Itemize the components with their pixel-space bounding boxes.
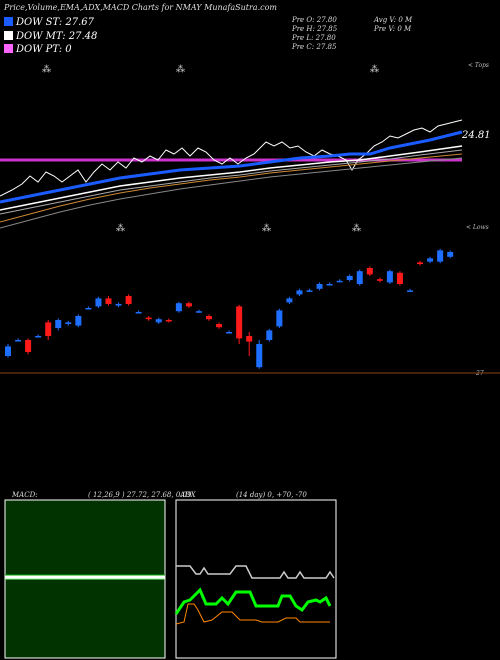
prev-open: Pre O: 27.80 — [292, 16, 337, 24]
candle-body — [256, 344, 263, 368]
candle-body — [306, 290, 313, 292]
tops-label: < Tops — [468, 62, 490, 69]
candle-body — [366, 268, 373, 275]
candle-body — [55, 320, 62, 328]
candle-body — [105, 298, 112, 304]
candle-body — [326, 284, 333, 286]
ema-mid-line — [0, 145, 463, 211]
prev-low: Pre L: 27.80 — [292, 34, 336, 42]
prev-close: Pre C: 27.85 — [292, 43, 337, 51]
candle-body — [346, 276, 353, 280]
ema-mid-line-2 — [0, 149, 463, 215]
candle-body — [145, 317, 152, 320]
candle-body — [286, 298, 293, 303]
legend-swatch-st — [4, 17, 13, 26]
lows-marker-1: ⁂ — [116, 223, 125, 234]
candle-series — [5, 248, 454, 369]
adx-line — [176, 565, 335, 579]
ema-value-label: 24.81 — [462, 130, 491, 141]
candle-body — [417, 262, 424, 264]
tops-marker-3: ⁂ — [370, 64, 379, 75]
candle-body — [386, 271, 393, 283]
candle-body — [95, 298, 102, 307]
adx-label: ADX — [180, 491, 196, 499]
di-minus-line — [175, 603, 330, 625]
legend-dow-mt-label: DOW MT: 27.48 — [16, 31, 98, 42]
candle-body — [125, 296, 132, 304]
adx-values: (14 day) 0, +70, -70 — [236, 491, 307, 499]
ema-short-line — [0, 130, 463, 204]
candle-body — [427, 258, 434, 262]
candle-body — [356, 271, 363, 284]
legend-dow-st-label: DOW ST: 27.67 — [16, 17, 95, 28]
candle-body — [35, 336, 42, 338]
tops-marker-2: ⁂ — [176, 64, 185, 75]
candle-body — [65, 322, 72, 324]
candle-body — [296, 290, 303, 295]
candle-body — [236, 306, 243, 339]
di-plus-line — [174, 587, 332, 615]
macd-values: ( 12,26,9 ) 27.72, 27.68, 0.09 — [88, 491, 192, 499]
candle-body — [185, 303, 192, 307]
candle-body — [175, 303, 182, 312]
candle-body — [216, 324, 223, 328]
legend-dow-pt: DOW PT: 0 — [4, 44, 72, 55]
candle-body — [226, 332, 233, 334]
candle-body — [195, 311, 202, 313]
candle-body — [115, 304, 122, 306]
tops-marker-1: ⁂ — [42, 64, 51, 75]
lows-marker-3: ⁂ — [352, 223, 361, 234]
candle-body — [276, 310, 283, 327]
legend-dow-mt: DOW MT: 27.48 — [4, 31, 97, 42]
adx-panel-bg — [175, 499, 337, 659]
macd-label: MACD: — [12, 491, 38, 499]
avg-volume: Avg V: 0 M — [374, 16, 413, 24]
candle-body — [85, 308, 92, 310]
lows-label: < Lows — [466, 224, 489, 231]
candle-body — [316, 284, 323, 289]
candle-body — [396, 272, 403, 284]
candle-body — [266, 330, 273, 340]
candle-body — [407, 290, 413, 292]
chart-title: Price,Volume,EMA,ADX,MACD Charts for NMA… — [4, 3, 277, 12]
candle-body — [165, 320, 172, 322]
lows-marker-2: ⁂ — [262, 223, 271, 234]
legend-dow-pt-label: DOW PT: 0 — [16, 44, 72, 55]
ema-panel: ⁂ ⁂ ⁂ ⁂ ⁂ ⁂ — [0, 64, 463, 234]
candle-body — [5, 346, 11, 356]
legend-swatch-pt — [4, 44, 13, 53]
candle-body — [437, 250, 444, 262]
candle-body — [376, 279, 383, 281]
candle-body — [155, 319, 162, 323]
tops-line — [0, 119, 463, 197]
candle-body — [447, 252, 454, 257]
candle-body — [45, 322, 52, 336]
ema-long-line — [0, 153, 463, 223]
legend-swatch-mt — [4, 31, 13, 40]
candle-body — [15, 340, 22, 342]
candle-body — [336, 280, 343, 283]
prev-high: Pre H: 27.85 — [292, 25, 338, 33]
candle-body — [206, 316, 212, 320]
candle-body — [75, 316, 82, 326]
candle-body — [135, 312, 142, 314]
ema-long-line-2 — [0, 157, 463, 229]
candle-body — [246, 336, 253, 342]
candle-body — [25, 340, 32, 352]
legend-dow-st: DOW ST: 27.67 — [4, 17, 94, 28]
prev-volume: Pre V: 0 M — [374, 25, 412, 33]
